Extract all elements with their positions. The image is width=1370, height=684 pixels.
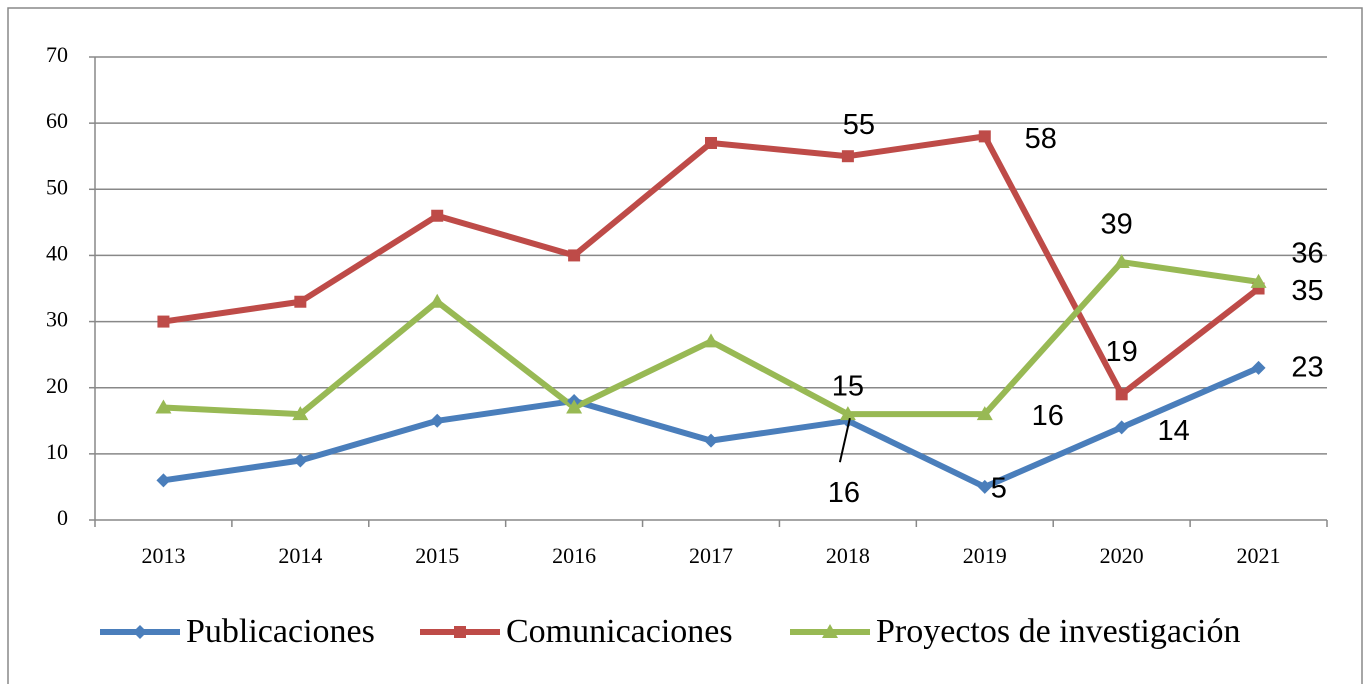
x-tick-label: 2018 bbox=[826, 543, 870, 568]
data-label: 19 bbox=[1106, 336, 1138, 368]
leader-line bbox=[838, 417, 851, 463]
y-tick-label: 70 bbox=[46, 42, 68, 67]
x-tick-label: 2014 bbox=[278, 543, 322, 568]
y-tick-label: 20 bbox=[46, 373, 68, 398]
legend-marker bbox=[133, 625, 147, 639]
data-label: 5 bbox=[991, 473, 1007, 505]
data-label: 23 bbox=[1291, 352, 1323, 384]
x-tick-label: 2015 bbox=[415, 543, 459, 568]
data-point bbox=[292, 406, 309, 421]
data-point bbox=[294, 295, 307, 308]
data-point bbox=[839, 406, 856, 421]
data-point bbox=[155, 399, 172, 414]
data-point bbox=[1115, 388, 1128, 401]
data-label: 35 bbox=[1291, 275, 1323, 307]
data-point bbox=[976, 406, 993, 421]
data-point bbox=[1250, 273, 1267, 288]
data-label: 16 bbox=[828, 477, 860, 509]
data-point bbox=[977, 479, 992, 494]
x-tick-label: 2019 bbox=[963, 543, 1007, 568]
data-point bbox=[705, 136, 717, 149]
data-point bbox=[431, 209, 444, 222]
x-tick-label: 2017 bbox=[689, 543, 733, 568]
data-point bbox=[1114, 420, 1129, 435]
legend-marker bbox=[822, 624, 838, 638]
series-line bbox=[163, 365, 1260, 490]
legend-label: Proyectos de investigación bbox=[876, 613, 1240, 650]
y-tick-label: 10 bbox=[46, 439, 68, 464]
legend-label: Comunicaciones bbox=[506, 613, 733, 650]
y-tick-label: 50 bbox=[46, 174, 68, 199]
legend-label: Publicaciones bbox=[186, 613, 375, 650]
chart-border bbox=[7, 7, 1363, 684]
data-label: 39 bbox=[1101, 209, 1133, 241]
data-label: 36 bbox=[1291, 238, 1323, 270]
data-point bbox=[1113, 254, 1130, 269]
legend-marker bbox=[454, 626, 466, 638]
data-point bbox=[568, 249, 581, 262]
data-label: 14 bbox=[1158, 415, 1190, 447]
x-tick-label: 2020 bbox=[1100, 543, 1144, 568]
data-point bbox=[293, 453, 308, 468]
data-point bbox=[703, 333, 719, 348]
data-point bbox=[429, 293, 446, 308]
data-point bbox=[978, 130, 991, 143]
data-label: 55 bbox=[843, 109, 875, 141]
x-tick-label: 2021 bbox=[1237, 543, 1281, 568]
data-point bbox=[704, 433, 718, 448]
data-point bbox=[156, 473, 171, 488]
x-tick-label: 2016 bbox=[552, 543, 596, 568]
series-line bbox=[163, 133, 1261, 398]
data-point bbox=[1251, 360, 1266, 375]
data-point bbox=[430, 413, 445, 428]
data-label: 58 bbox=[1025, 123, 1057, 155]
y-tick-label: 60 bbox=[46, 108, 68, 133]
y-tick-label: 30 bbox=[46, 307, 68, 332]
x-tick-label: 2013 bbox=[141, 543, 185, 568]
data-point bbox=[157, 315, 170, 328]
data-point bbox=[566, 399, 583, 414]
y-tick-label: 0 bbox=[57, 505, 68, 530]
y-tick-label: 40 bbox=[46, 240, 68, 265]
data-label: 15 bbox=[832, 370, 864, 402]
data-point bbox=[841, 150, 854, 163]
data-label: 16 bbox=[1032, 400, 1064, 432]
